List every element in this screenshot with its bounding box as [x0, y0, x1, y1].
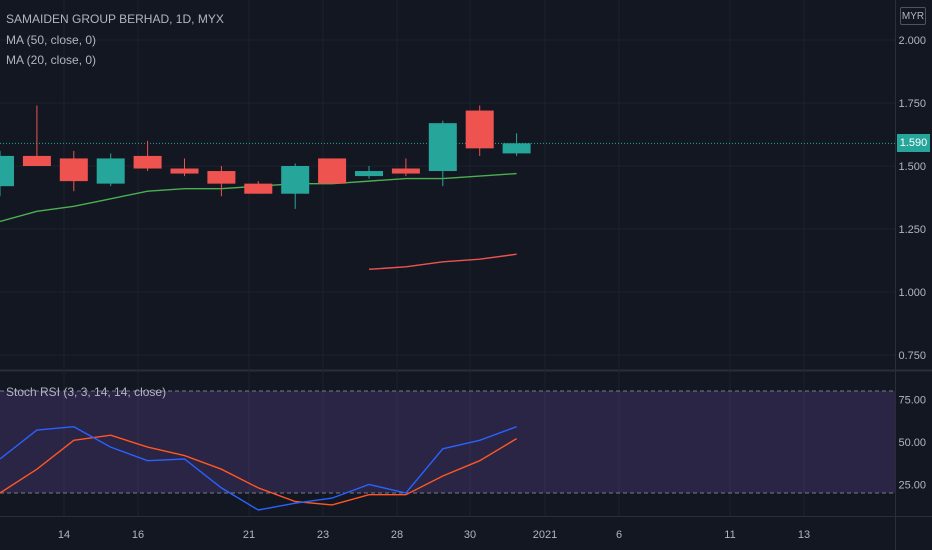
price-tick-label: 0.750: [898, 350, 926, 362]
candle-body: [428, 123, 457, 172]
candle-body: [0, 155, 14, 187]
rsi-band-fill: [0, 391, 895, 493]
last-price-label: 1.590: [897, 134, 930, 152]
candle-body: [207, 171, 236, 184]
price-tick-label: 1.500: [898, 161, 926, 173]
ma20-legend[interactable]: MA (20, close, 0): [6, 53, 97, 67]
candle-body: [318, 158, 347, 184]
currency-badge[interactable]: MYR: [900, 7, 926, 25]
stoch-rsi-d-line: [0, 434, 517, 506]
price-tick-label: 1.250: [898, 224, 926, 236]
candle-body: [133, 155, 162, 169]
time-tick-label: 6: [616, 529, 622, 541]
time-tick-label: 30: [464, 529, 476, 541]
candle-body: [170, 168, 199, 174]
candle-body: [244, 183, 273, 194]
stoch-rsi-k-line: [0, 425, 517, 511]
time-tick-label: 14: [58, 529, 70, 541]
candle-body: [96, 158, 125, 184]
symbol-title[interactable]: SAMAIDEN GROUP BERHAD, 1D, MYX: [6, 12, 224, 26]
ma50-legend[interactable]: MA (50, close, 0): [6, 33, 97, 47]
axes: 2.000 1.750 1.500 1.250 1.000 0.750 75.00 50.00…: [58, 35, 926, 541]
candle-body: [59, 158, 88, 182]
time-tick-label: 28: [391, 529, 403, 541]
time-tick-label: 16: [132, 529, 144, 541]
rsi-tick-label: 75.00: [898, 395, 926, 407]
stoch-rsi-band: [0, 390, 895, 494]
candles: [0, 105, 531, 209]
candle-body: [502, 143, 531, 154]
ma20-line: [368, 253, 517, 271]
price-tick-label: 1.750: [898, 98, 926, 110]
time-tick-label: 21: [243, 529, 255, 541]
time-tick-label: 23: [317, 529, 329, 541]
candle-body: [281, 166, 310, 194]
candle-body: [391, 168, 420, 174]
rsi-tick-label: 25.00: [898, 480, 926, 492]
stoch-rsi-lines: [0, 425, 517, 511]
candle-body: [22, 155, 51, 166]
stoch-rsi-legend[interactable]: Stoch RSI (3, 3, 14, 14, close): [6, 385, 167, 399]
rsi-tick-label: 50.00: [898, 437, 926, 449]
candle-body: [355, 171, 383, 177]
time-tick-label: 2021: [533, 529, 557, 541]
time-tick-label: 13: [798, 529, 810, 541]
time-tick-label: 11: [724, 529, 735, 541]
price-tick-label: 2.000: [898, 35, 926, 47]
candle-body: [465, 110, 494, 149]
price-tick-label: 1.000: [898, 287, 926, 299]
